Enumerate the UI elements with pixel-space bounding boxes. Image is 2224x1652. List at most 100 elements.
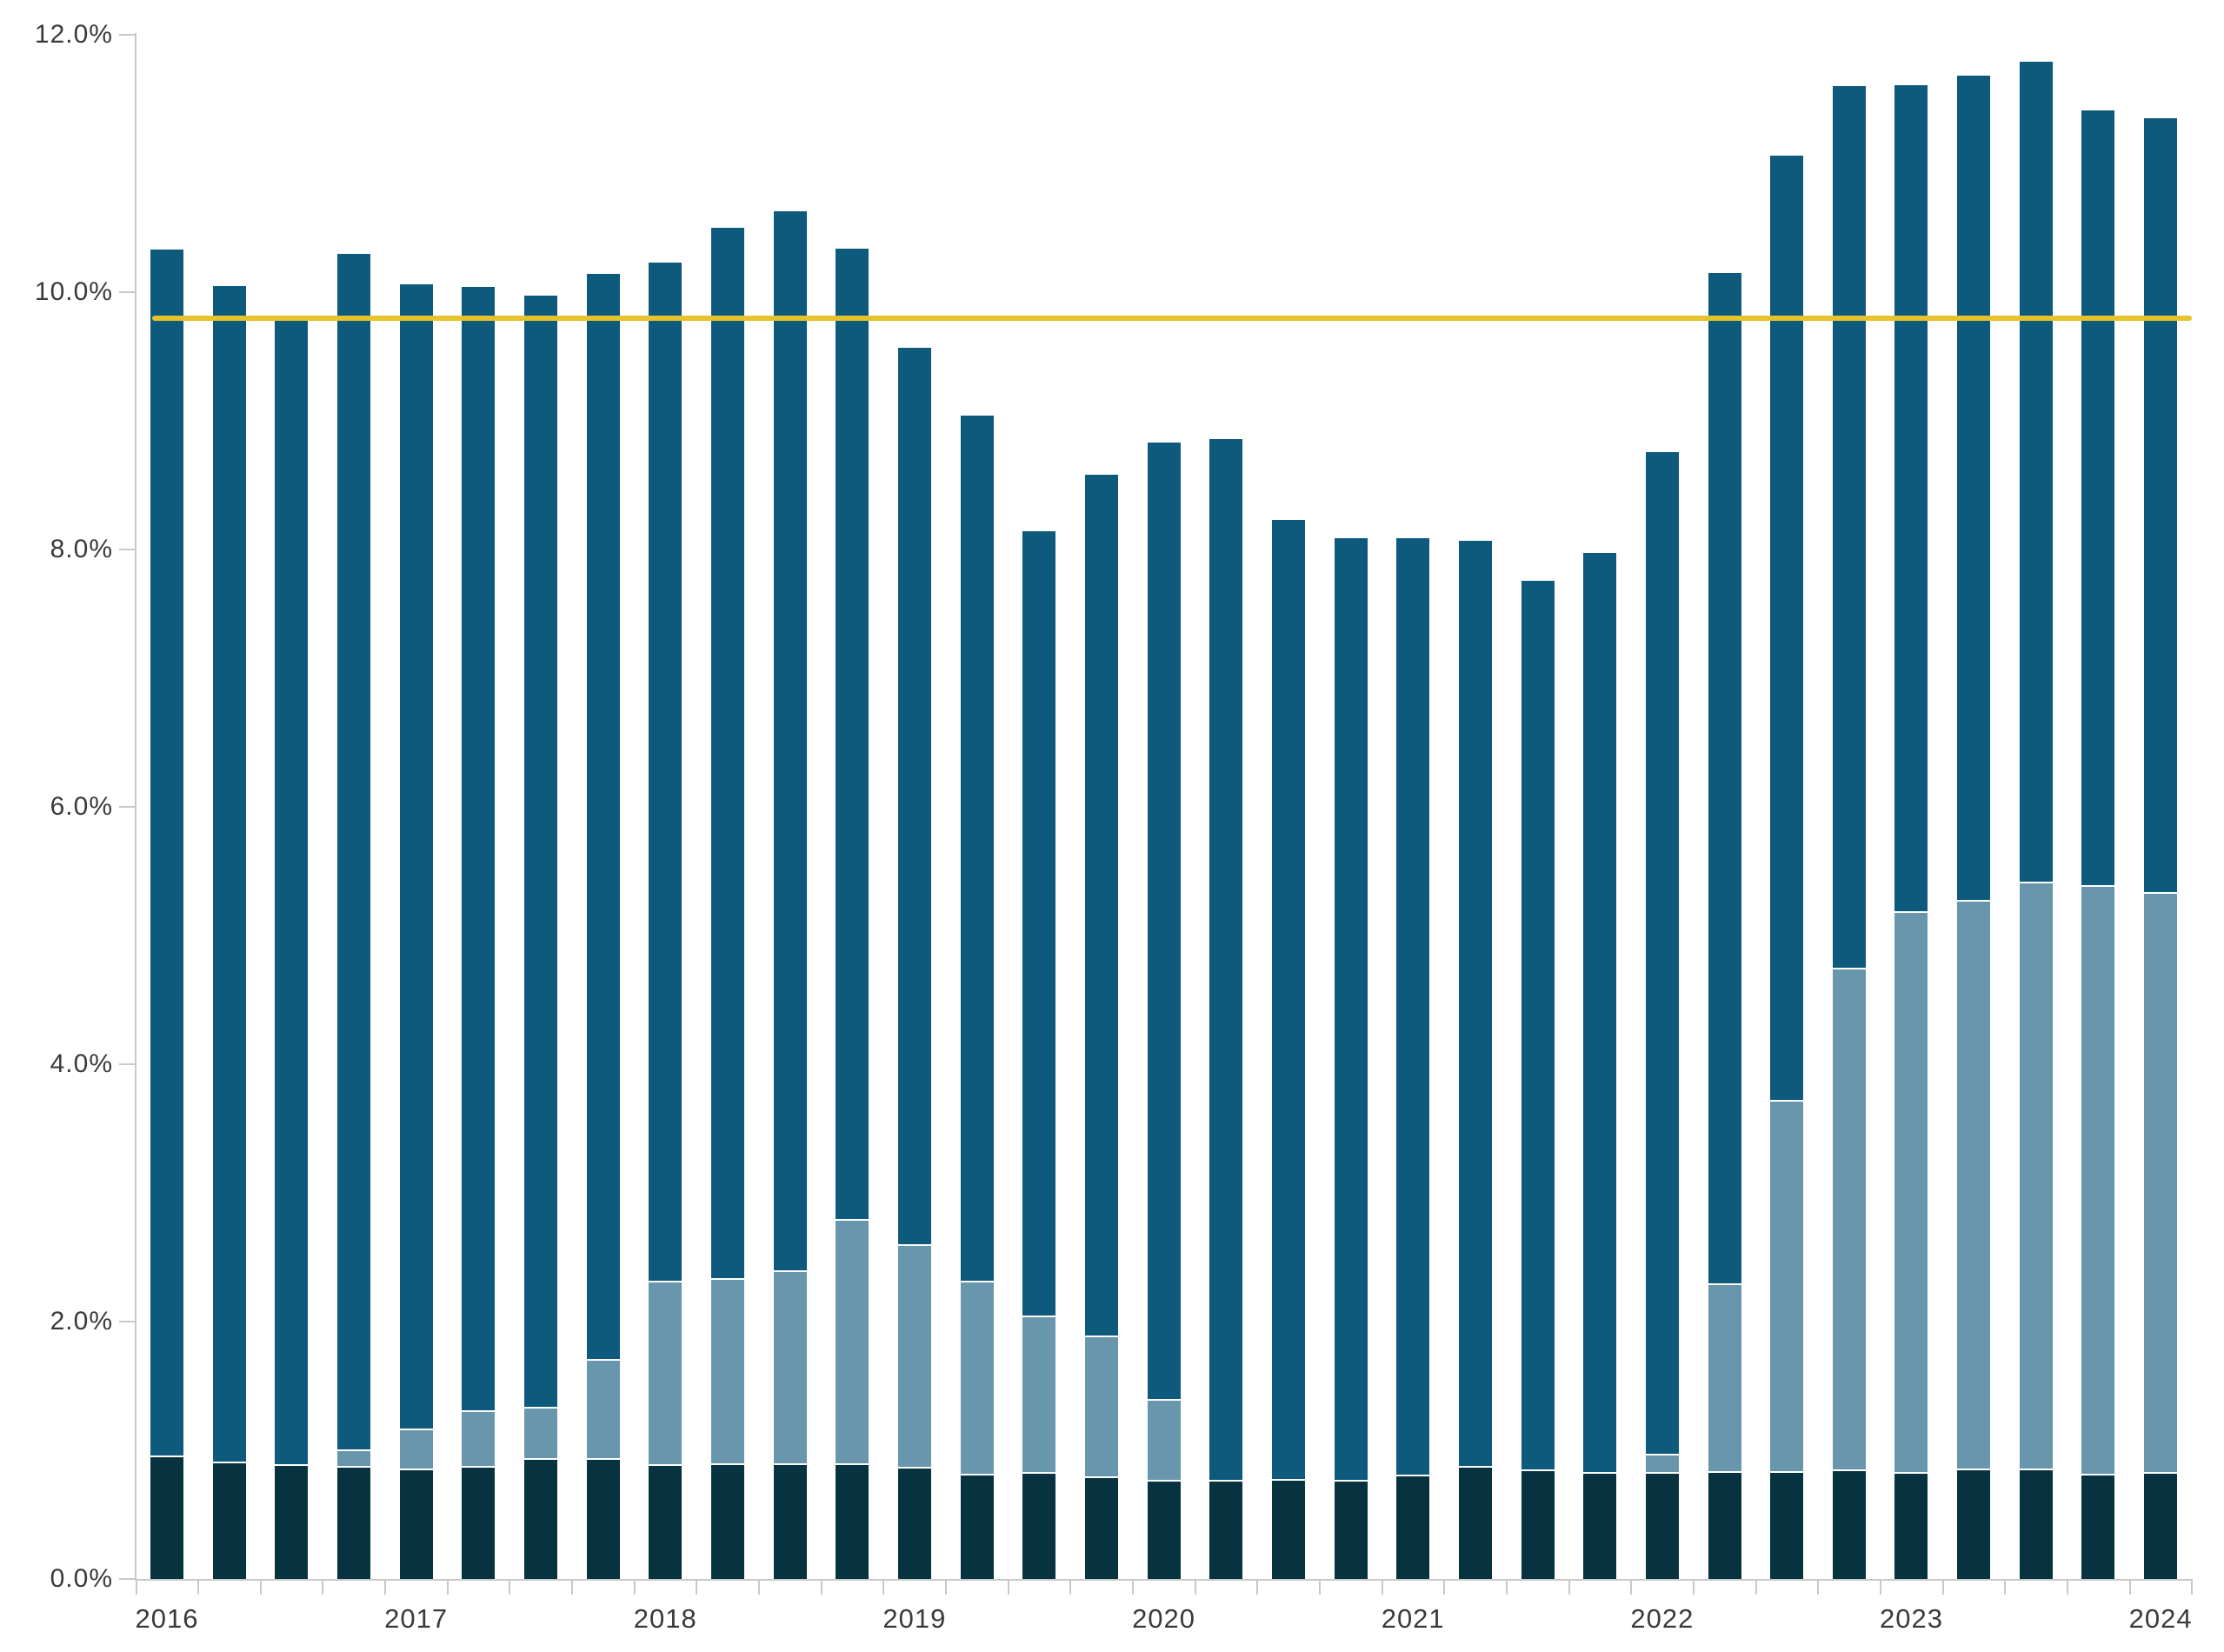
middle-steel-blue-segment[interactable]: [1832, 968, 1866, 1470]
top-ocean-blue-segment[interactable]: [1957, 76, 1991, 900]
bar-2020-q2[interactable]: [1209, 438, 1243, 1579]
bar-2023-q1[interactable]: [1894, 84, 1928, 1579]
top-ocean-blue-segment[interactable]: [2019, 62, 2053, 882]
bottom-dark-segment[interactable]: [275, 1464, 309, 1579]
top-ocean-blue-segment[interactable]: [1770, 156, 1804, 1101]
bar-2019-q2[interactable]: [960, 416, 994, 1579]
middle-steel-blue-segment[interactable]: [462, 1410, 496, 1466]
top-ocean-blue-segment[interactable]: [710, 228, 744, 1278]
bar-2020-q3[interactable]: [1271, 519, 1305, 1579]
middle-steel-blue-segment[interactable]: [773, 1269, 807, 1463]
top-ocean-blue-segment[interactable]: [836, 248, 869, 1219]
middle-steel-blue-segment[interactable]: [960, 1280, 994, 1474]
bar-2023-q4[interactable]: [2081, 110, 2115, 1579]
bottom-dark-segment[interactable]: [586, 1457, 620, 1579]
bar-2016-q1[interactable]: [150, 250, 183, 1579]
bottom-dark-segment[interactable]: [960, 1473, 994, 1579]
bar-2018-q4[interactable]: [836, 248, 869, 1579]
middle-steel-blue-segment[interactable]: [2081, 885, 2115, 1474]
middle-steel-blue-segment[interactable]: [2144, 891, 2178, 1473]
top-ocean-blue-segment[interactable]: [1583, 553, 1617, 1473]
bottom-dark-segment[interactable]: [399, 1468, 433, 1579]
bottom-dark-segment[interactable]: [1396, 1475, 1430, 1579]
bar-2017-q3[interactable]: [523, 296, 557, 1579]
bar-2022-q4[interactable]: [1832, 86, 1866, 1579]
middle-steel-blue-segment[interactable]: [1708, 1282, 1741, 1471]
bottom-dark-segment[interactable]: [1583, 1472, 1617, 1579]
bar-2017-q1[interactable]: [399, 284, 433, 1579]
top-ocean-blue-segment[interactable]: [1209, 438, 1243, 1481]
bar-2021-q2[interactable]: [1458, 540, 1492, 1579]
bottom-dark-segment[interactable]: [1770, 1470, 1804, 1579]
top-ocean-blue-segment[interactable]: [150, 250, 183, 1455]
bottom-dark-segment[interactable]: [1271, 1478, 1305, 1579]
bar-2017-q4[interactable]: [586, 274, 620, 1579]
bar-2018-q1[interactable]: [649, 262, 683, 1579]
bar-2020-q4[interactable]: [1334, 537, 1368, 1579]
bottom-dark-segment[interactable]: [1334, 1480, 1368, 1579]
bar-2016-q3[interactable]: [275, 319, 309, 1579]
bar-2019-q1[interactable]: [897, 347, 931, 1579]
top-ocean-blue-segment[interactable]: [1147, 443, 1181, 1399]
bar-2023-q3[interactable]: [2019, 62, 2053, 1579]
middle-steel-blue-segment[interactable]: [523, 1406, 557, 1458]
middle-steel-blue-segment[interactable]: [336, 1449, 370, 1466]
middle-steel-blue-segment[interactable]: [1147, 1398, 1181, 1481]
bottom-dark-segment[interactable]: [1084, 1475, 1118, 1579]
bottom-dark-segment[interactable]: [1645, 1472, 1679, 1579]
top-ocean-blue-segment[interactable]: [649, 262, 683, 1281]
bar-2020-q1[interactable]: [1147, 443, 1181, 1579]
top-ocean-blue-segment[interactable]: [1458, 540, 1492, 1466]
top-ocean-blue-segment[interactable]: [523, 296, 557, 1407]
bar-2018-q2[interactable]: [710, 228, 744, 1579]
top-ocean-blue-segment[interactable]: [960, 416, 994, 1281]
top-ocean-blue-segment[interactable]: [1894, 84, 1928, 911]
middle-steel-blue-segment[interactable]: [1957, 899, 1991, 1469]
bottom-dark-segment[interactable]: [1458, 1465, 1492, 1579]
bottom-dark-segment[interactable]: [2144, 1472, 2178, 1579]
bottom-dark-segment[interactable]: [649, 1464, 683, 1579]
bottom-dark-segment[interactable]: [212, 1462, 246, 1579]
top-ocean-blue-segment[interactable]: [399, 284, 433, 1429]
top-ocean-blue-segment[interactable]: [1334, 537, 1368, 1481]
bottom-dark-segment[interactable]: [1894, 1472, 1928, 1579]
bottom-dark-segment[interactable]: [2081, 1473, 2115, 1579]
bar-2016-q4[interactable]: [336, 253, 370, 1579]
top-ocean-blue-segment[interactable]: [2081, 110, 2115, 886]
top-ocean-blue-segment[interactable]: [212, 285, 246, 1462]
bottom-dark-segment[interactable]: [336, 1465, 370, 1579]
bar-2016-q2[interactable]: [212, 285, 246, 1579]
bottom-dark-segment[interactable]: [710, 1462, 744, 1579]
bar-2017-q2[interactable]: [462, 287, 496, 1579]
middle-steel-blue-segment[interactable]: [1645, 1454, 1679, 1473]
top-ocean-blue-segment[interactable]: [1271, 519, 1305, 1479]
bottom-dark-segment[interactable]: [1147, 1480, 1181, 1579]
bar-2022-q2[interactable]: [1708, 272, 1741, 1579]
middle-steel-blue-segment[interactable]: [836, 1218, 869, 1463]
bar-2019-q4[interactable]: [1084, 475, 1118, 1579]
bottom-dark-segment[interactable]: [1521, 1469, 1555, 1579]
middle-steel-blue-segment[interactable]: [1084, 1336, 1118, 1476]
bar-2022-q3[interactable]: [1770, 156, 1804, 1579]
bar-2021-q1[interactable]: [1396, 537, 1430, 1579]
top-ocean-blue-segment[interactable]: [1396, 537, 1430, 1475]
top-ocean-blue-segment[interactable]: [773, 210, 807, 1270]
bar-2024-q1[interactable]: [2144, 118, 2178, 1579]
top-ocean-blue-segment[interactable]: [1645, 451, 1679, 1455]
top-ocean-blue-segment[interactable]: [462, 287, 496, 1411]
middle-steel-blue-segment[interactable]: [1894, 910, 1928, 1473]
middle-steel-blue-segment[interactable]: [1770, 1100, 1804, 1471]
top-ocean-blue-segment[interactable]: [1521, 580, 1555, 1470]
middle-steel-blue-segment[interactable]: [2019, 881, 2053, 1469]
bar-2021-q3[interactable]: [1521, 580, 1555, 1579]
bar-2021-q4[interactable]: [1583, 553, 1617, 1579]
bottom-dark-segment[interactable]: [1708, 1470, 1741, 1579]
bottom-dark-segment[interactable]: [1209, 1480, 1243, 1579]
middle-steel-blue-segment[interactable]: [897, 1244, 931, 1468]
middle-steel-blue-segment[interactable]: [586, 1358, 620, 1458]
bottom-dark-segment[interactable]: [1832, 1469, 1866, 1579]
bottom-dark-segment[interactable]: [836, 1462, 869, 1579]
top-ocean-blue-segment[interactable]: [1832, 86, 1866, 968]
bottom-dark-segment[interactable]: [897, 1467, 931, 1579]
middle-steel-blue-segment[interactable]: [399, 1428, 433, 1469]
